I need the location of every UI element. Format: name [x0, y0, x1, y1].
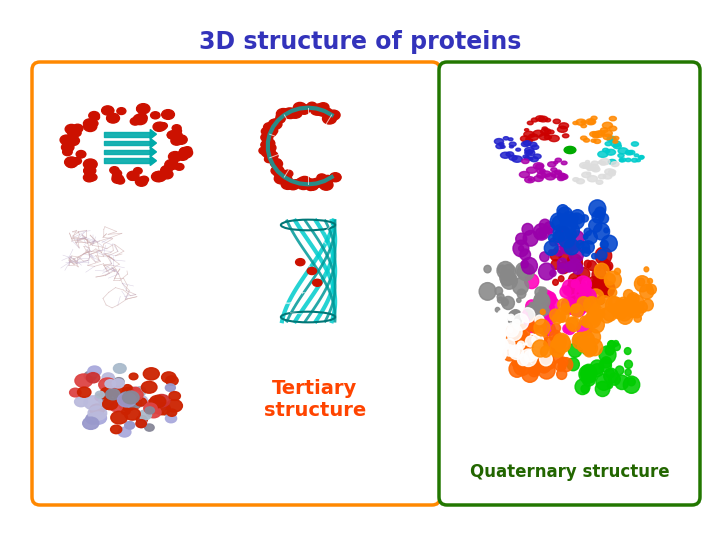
Text: Quaternary structure: Quaternary structure: [470, 463, 670, 481]
FancyBboxPatch shape: [439, 62, 700, 505]
FancyBboxPatch shape: [32, 62, 440, 505]
Text: 3D structure of proteins: 3D structure of proteins: [199, 30, 521, 54]
Text: Tertiary
structure: Tertiary structure: [264, 380, 366, 421]
